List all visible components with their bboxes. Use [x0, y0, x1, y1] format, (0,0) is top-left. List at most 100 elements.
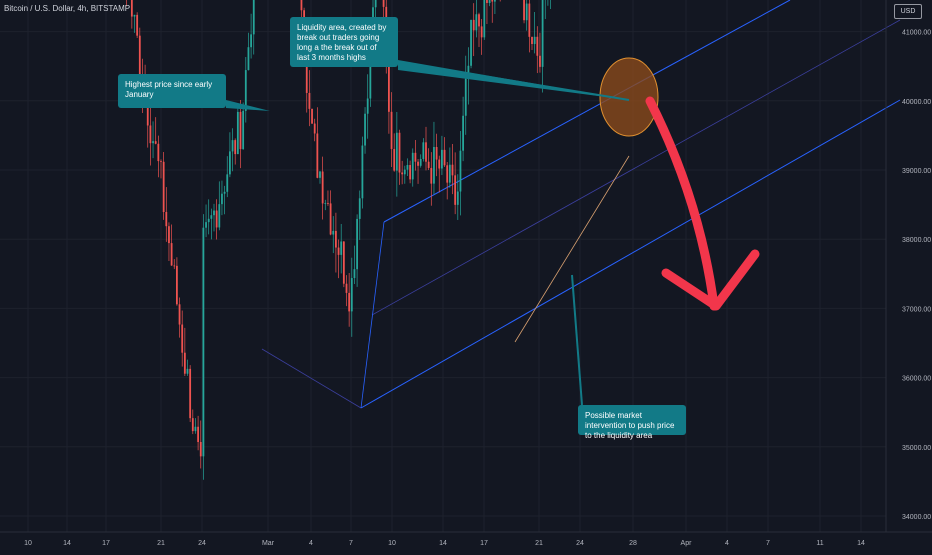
candle-body [181, 324, 184, 353]
candle-body [395, 132, 398, 171]
candle-body [168, 226, 170, 244]
candle-body [539, 55, 541, 67]
candle-body [194, 426, 197, 432]
channel-upper-line [383, 0, 791, 223]
candle-body [136, 14, 139, 36]
channel-handle-line [360, 221, 385, 409]
x-tick-label: 7 [766, 540, 770, 547]
candle-body [138, 35, 141, 77]
candle-body [364, 113, 366, 146]
candle-body [523, 0, 525, 21]
candle-body [229, 151, 231, 175]
candle-body [427, 161, 430, 168]
down-arrow-head [661, 249, 760, 311]
currency-badge[interactable]: USD [894, 4, 922, 19]
candle-body [451, 164, 454, 176]
x-tick-label: Apr [681, 540, 693, 547]
candle-body [475, 14, 478, 31]
y-tick-label: 41000.00 [902, 30, 931, 37]
x-tick-label: Mar [262, 540, 275, 547]
candle-body [525, 3, 528, 21]
liquidity-circle [599, 57, 659, 137]
callout-highest-tail [226, 100, 270, 111]
candle-body [236, 111, 239, 155]
candle-body [133, 14, 136, 17]
candle-body [250, 34, 252, 48]
candle-body [308, 92, 311, 109]
x-tick-label: 17 [480, 540, 488, 547]
candle-body [438, 159, 441, 169]
candle-body [191, 418, 194, 432]
candle-body [409, 165, 411, 180]
candle-body [342, 241, 345, 284]
candle-body [327, 202, 329, 204]
candle-body [401, 172, 404, 175]
candle-body [316, 133, 319, 178]
candle-body [247, 47, 250, 71]
candle-body [422, 142, 425, 159]
callout-market-intervention[interactable]: Possible market intervention to push pri… [578, 405, 686, 440]
candle-body [536, 36, 539, 56]
candle-body [388, 52, 390, 112]
candle-body [374, 0, 377, 8]
candle-body [361, 145, 364, 199]
candle-body [183, 352, 186, 374]
channel-anchor-line [261, 348, 362, 409]
x-tick-label: 14 [439, 540, 447, 547]
overlays [226, 57, 760, 406]
callout-liquidity[interactable]: Liquidity area, created by break out tra… [290, 17, 398, 67]
x-tick-label: 14 [857, 540, 865, 547]
candle-body [528, 3, 531, 37]
candle-body [470, 19, 472, 66]
down-arrow-shaft [645, 96, 719, 311]
x-tick-label: 24 [198, 540, 206, 547]
candle-body [398, 132, 401, 173]
candle-body [356, 218, 358, 270]
candle-body [305, 49, 308, 93]
candle-body [345, 283, 348, 293]
candle-body [332, 230, 335, 235]
candle-body [210, 215, 213, 219]
x-tick-label: 17 [102, 540, 110, 547]
candle-body [319, 171, 321, 178]
candle-body [478, 14, 480, 27]
x-tick-label: 7 [349, 540, 353, 547]
candle-body [541, 0, 544, 67]
candle-body [146, 92, 149, 126]
symbol-title: Bitcoin / U.S. Dollar, 4h, BITSTAMP [4, 4, 131, 13]
candle-body [244, 70, 247, 111]
candle-body [165, 211, 168, 227]
candle-body [480, 26, 483, 38]
candle-body [419, 158, 422, 166]
candle-body [382, 0, 385, 7]
candle-body [403, 169, 406, 175]
candle-body [234, 140, 237, 155]
candle-body [454, 175, 457, 205]
candle-body [350, 278, 353, 312]
y-tick-label: 35000.00 [902, 445, 931, 452]
candle-body [443, 149, 446, 166]
candle-body [366, 98, 369, 114]
x-tick-label: 24 [576, 540, 584, 547]
candle-body [242, 110, 245, 150]
candle-body [329, 203, 332, 235]
candle-body [160, 161, 162, 162]
candle-body [252, 0, 255, 35]
callout-highest-price[interactable]: Highest price since early January [118, 74, 226, 108]
candle-body [321, 171, 324, 204]
candle-body [130, 0, 133, 17]
y-tick-label: 36000.00 [902, 376, 931, 383]
candle-body [313, 123, 316, 134]
candle-body [311, 108, 313, 124]
pitchfork-channel [261, 0, 901, 409]
candle-body [207, 218, 210, 223]
candle-body [488, 0, 491, 3]
candle-body [486, 0, 488, 3]
x-tick-label: 10 [24, 540, 32, 547]
candle-body [393, 148, 396, 171]
candle-body [223, 191, 226, 194]
y-tick-label: 37000.00 [902, 306, 931, 313]
candle-body [218, 204, 221, 228]
candle-body [417, 161, 419, 166]
candle-body [154, 141, 157, 144]
